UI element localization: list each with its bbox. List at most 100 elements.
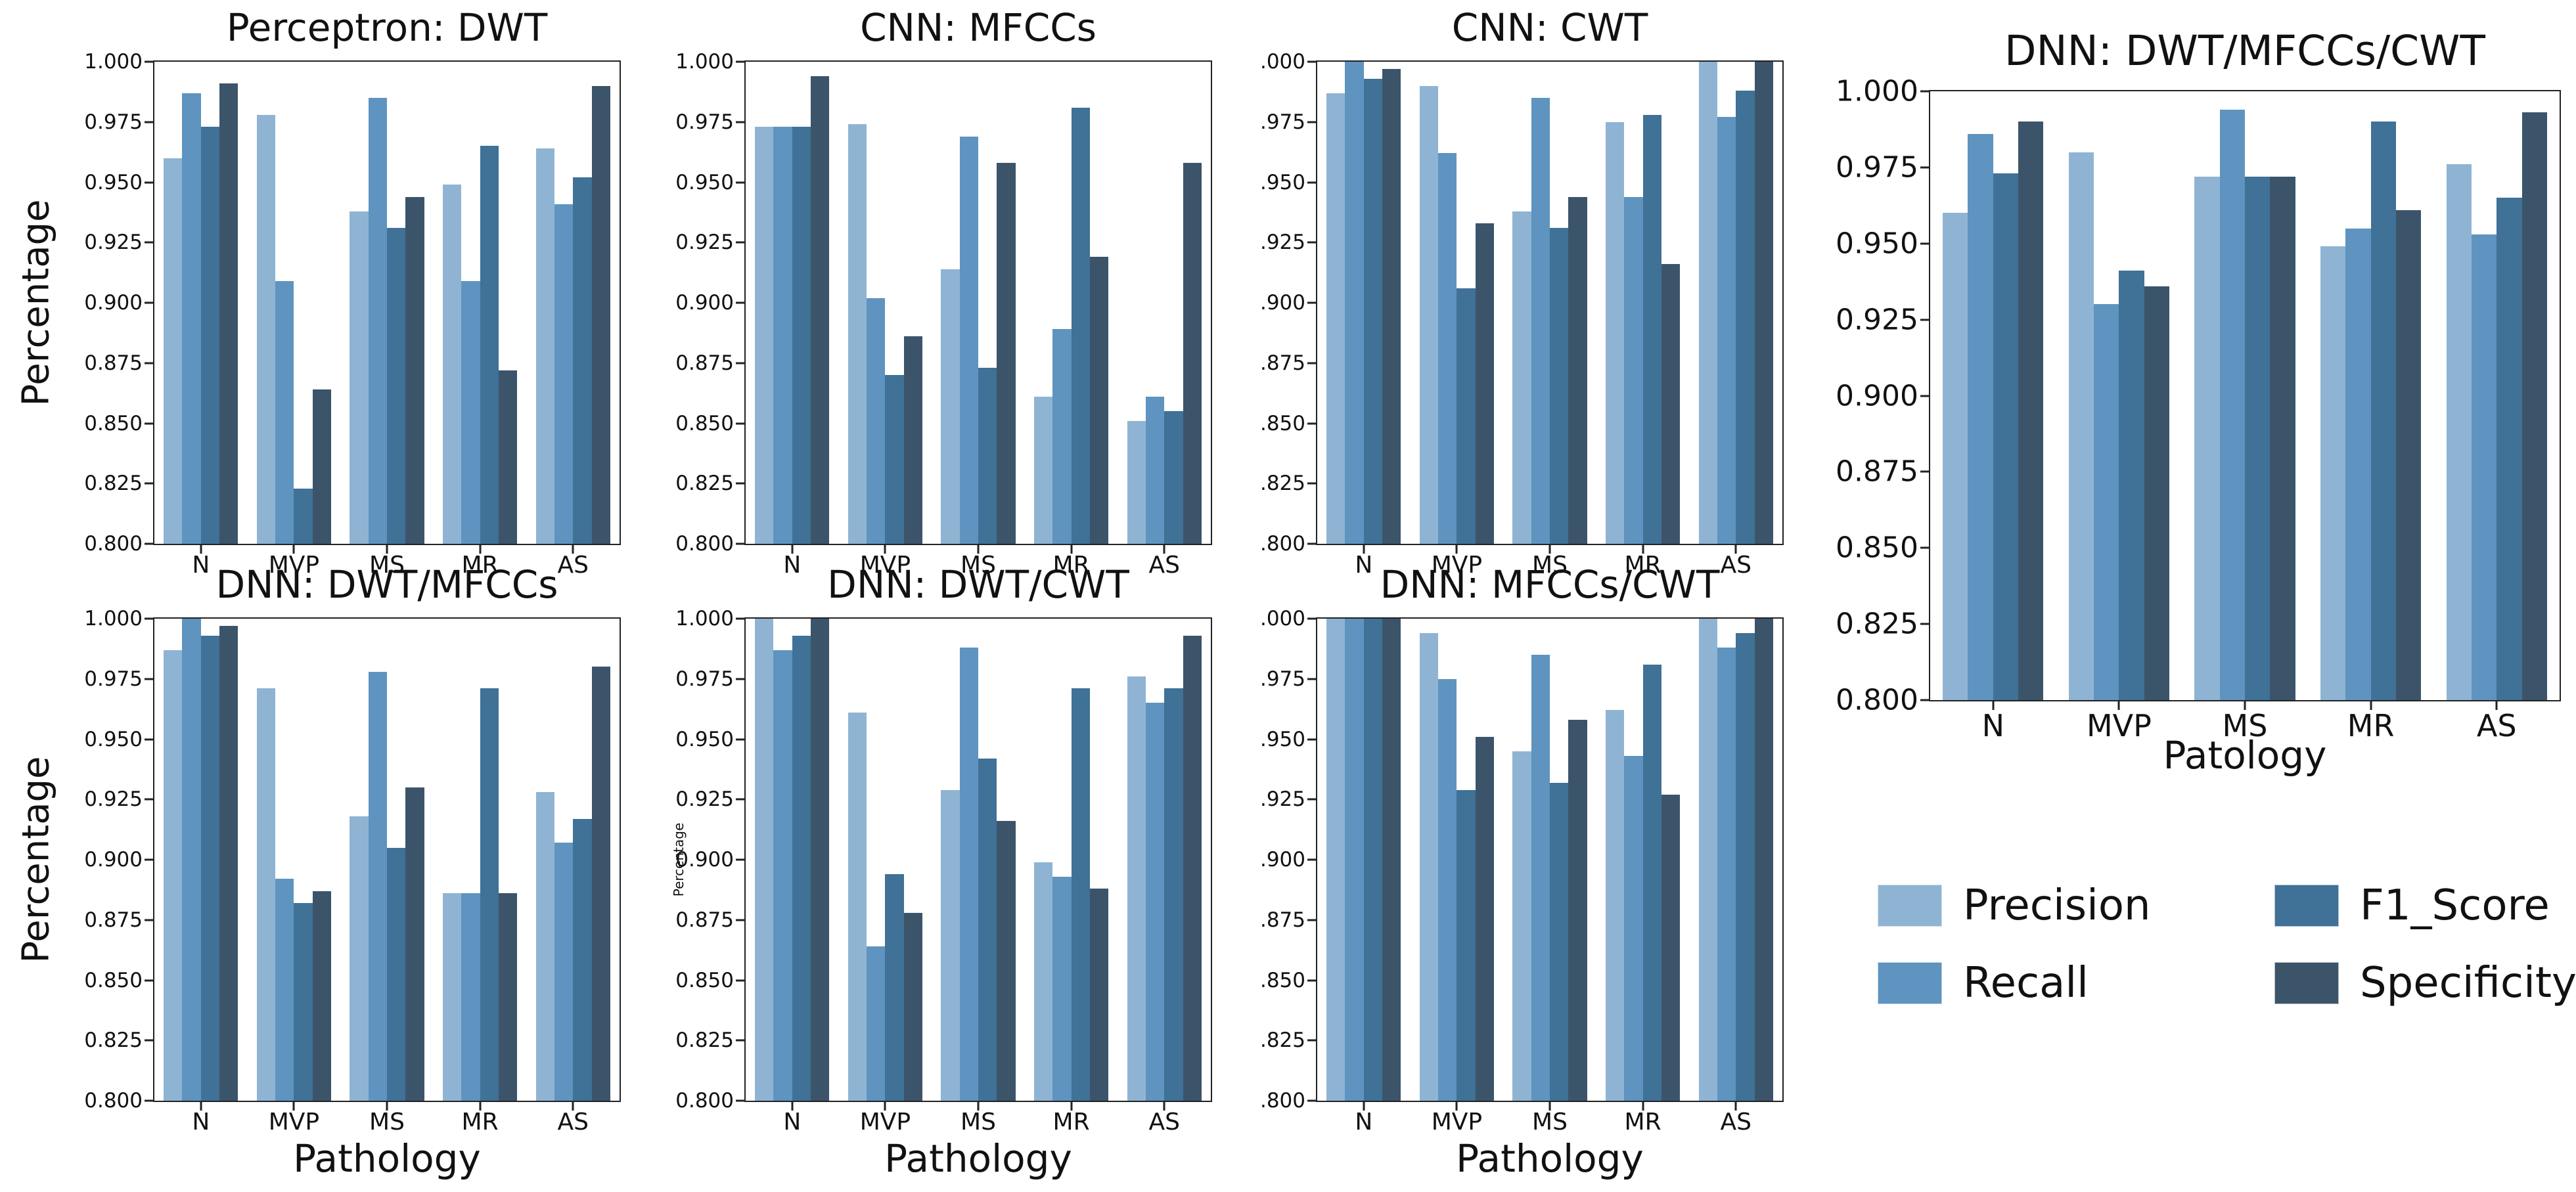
bar-f1_score-mr xyxy=(1071,107,1090,544)
bar-f1_score-mr xyxy=(1642,114,1661,544)
bar-recall-mr xyxy=(1052,876,1072,1101)
y-tick-label: .925 xyxy=(1259,787,1305,812)
y-tick-mark xyxy=(736,738,744,740)
x-tick-label: N xyxy=(192,1109,210,1136)
y-tick-label: 0.975 xyxy=(1836,150,1918,185)
y-tick-label: .000 xyxy=(1259,50,1305,74)
x-tick-label: N xyxy=(783,552,802,579)
y-tick-label: .975 xyxy=(1259,110,1305,134)
bar-f1_score-n xyxy=(1363,78,1383,544)
x-tick-mark xyxy=(1363,545,1365,554)
x-tick-mark xyxy=(200,545,202,554)
y-tick-mark xyxy=(1920,546,1929,549)
y-tick-mark xyxy=(1920,699,1929,701)
x-tick-mark xyxy=(386,1102,388,1111)
bar-precision-as xyxy=(1698,619,1717,1101)
bar-specificity-n xyxy=(1382,69,1401,544)
subplot-cnn-cwt: CNN: CWT .000 .975 .950 .925 .900 .875 .850 .82… xyxy=(1260,5,1784,579)
bar-recall-as xyxy=(554,843,574,1101)
x-tick-label: MVP xyxy=(2086,708,2152,743)
subplot-title: CNN: CWT xyxy=(1451,5,1648,50)
bar-f1_score-mvp xyxy=(294,903,313,1101)
bar-recall-ms xyxy=(959,136,978,544)
bar-specificity-mr xyxy=(1089,257,1109,544)
x-tick-label: AS xyxy=(2476,708,2517,743)
x-tick-mark xyxy=(572,545,574,554)
bar-specificity-mr xyxy=(498,893,518,1101)
plot-area: 1.000 0.975 0.950 0.925 0.900 0.875 0.850 0.825… xyxy=(675,50,1212,579)
bar-recall-as xyxy=(1717,648,1736,1101)
x-tick-label: MS xyxy=(960,1109,996,1136)
y-tick-mark xyxy=(736,241,744,244)
y-tick-label: 0.875 xyxy=(1836,454,1918,489)
x-tick-label: N xyxy=(1981,708,2005,743)
x-tick-mark xyxy=(791,545,794,554)
y-tick-mark xyxy=(145,482,153,485)
bar-recall-n xyxy=(1345,62,1364,544)
bar-precision-n xyxy=(164,158,183,544)
y-tick-mark xyxy=(145,60,153,63)
x-tick-label: AS xyxy=(1148,1109,1180,1136)
y-tick-label: .900 xyxy=(1259,848,1305,872)
y-tick-label: 0.850 xyxy=(84,968,143,992)
bar-f1_score-as xyxy=(1736,91,1755,544)
x-tick-label: MS xyxy=(2222,708,2268,743)
y-tick-mark xyxy=(145,1039,153,1042)
x-tick-mark xyxy=(1163,1102,1165,1111)
bar-recall-ms xyxy=(1531,98,1550,544)
y-tick-mark xyxy=(736,422,744,424)
x-axis-label: Pathology xyxy=(1456,1136,1644,1181)
bar-f1_score-ms xyxy=(978,758,997,1101)
x-tick-label: MR xyxy=(461,552,499,579)
x-tick-mark xyxy=(1734,545,1737,554)
y-tick-label: 0.975 xyxy=(84,667,143,691)
x-axis-label: Patology xyxy=(2163,733,2327,778)
x-tick-label: MR xyxy=(1052,1109,1090,1136)
bar-specificity-ms xyxy=(1568,720,1587,1101)
bar-specificity-as xyxy=(1183,163,1202,544)
x-axis-label: Pathology xyxy=(884,1136,1072,1181)
y-tick-label: 1.000 xyxy=(1836,74,1918,108)
legend-swatch-recall xyxy=(1878,962,1942,1004)
bar-specificity-mvp xyxy=(1475,736,1495,1101)
bar-precision-mr xyxy=(1033,862,1053,1101)
bar-precision-as xyxy=(1127,676,1146,1101)
x-tick-mark xyxy=(791,1102,794,1111)
bar-f1_score-n xyxy=(792,127,811,544)
y-tick-label: 0.800 xyxy=(1836,683,1918,717)
bar-recall-as xyxy=(1717,117,1736,544)
subplot-dnn-dwt-mfccs-cwt: DNN: DWT/MFCCs/CWT Patology 1.000 0.975 0.… xyxy=(1836,27,2561,778)
bar-specificity-mr xyxy=(1089,889,1109,1101)
x-tick-mark xyxy=(977,545,980,554)
x-tick-label: MS xyxy=(369,1109,405,1136)
y-tick-mark xyxy=(1307,181,1316,183)
bar-precision-mvp xyxy=(1419,85,1439,544)
bar-precision-ms xyxy=(941,789,960,1101)
y-tick-mark xyxy=(1307,301,1316,304)
y-tick-label: 0.800 xyxy=(675,532,734,556)
y-tick-label: 0.900 xyxy=(1836,379,1918,412)
bar-precision-n xyxy=(1326,619,1345,1101)
bar-f1_score-mvp xyxy=(885,874,904,1101)
x-axis-label: Pathology xyxy=(293,1136,481,1181)
y-tick-label: .850 xyxy=(1259,968,1305,992)
legend-label: Precision xyxy=(1963,881,2151,930)
y-tick-label: 1.000 xyxy=(675,607,734,630)
plot-area: 1.000 0.975 0.950 0.925 0.900 0.875 0.850 0.825… xyxy=(675,607,1212,1136)
bar-precision-as xyxy=(535,792,554,1101)
bar-specificity-ms xyxy=(405,196,424,544)
y-tick-label: 1.000 xyxy=(675,50,734,74)
bar-f1_score-as xyxy=(1736,633,1755,1101)
bar-recall-mr xyxy=(1624,756,1643,1101)
x-tick-label: MVP xyxy=(859,1109,911,1136)
bar-f1_score-ms xyxy=(387,228,406,544)
bar-f1_score-n xyxy=(1363,619,1383,1101)
legend-swatch-f1-score xyxy=(2274,885,2339,927)
x-tick-label: AS xyxy=(557,1109,589,1136)
plot-area: 1.000 0.975 0.950 0.925 0.900 0.875 0.850 0.825… xyxy=(84,607,621,1136)
x-tick-label: MVP xyxy=(268,1109,320,1136)
bar-specificity-n xyxy=(219,626,238,1101)
x-tick-label: MVP xyxy=(859,552,911,579)
y-tick-mark xyxy=(736,1099,744,1102)
x-tick-mark xyxy=(1548,545,1551,554)
